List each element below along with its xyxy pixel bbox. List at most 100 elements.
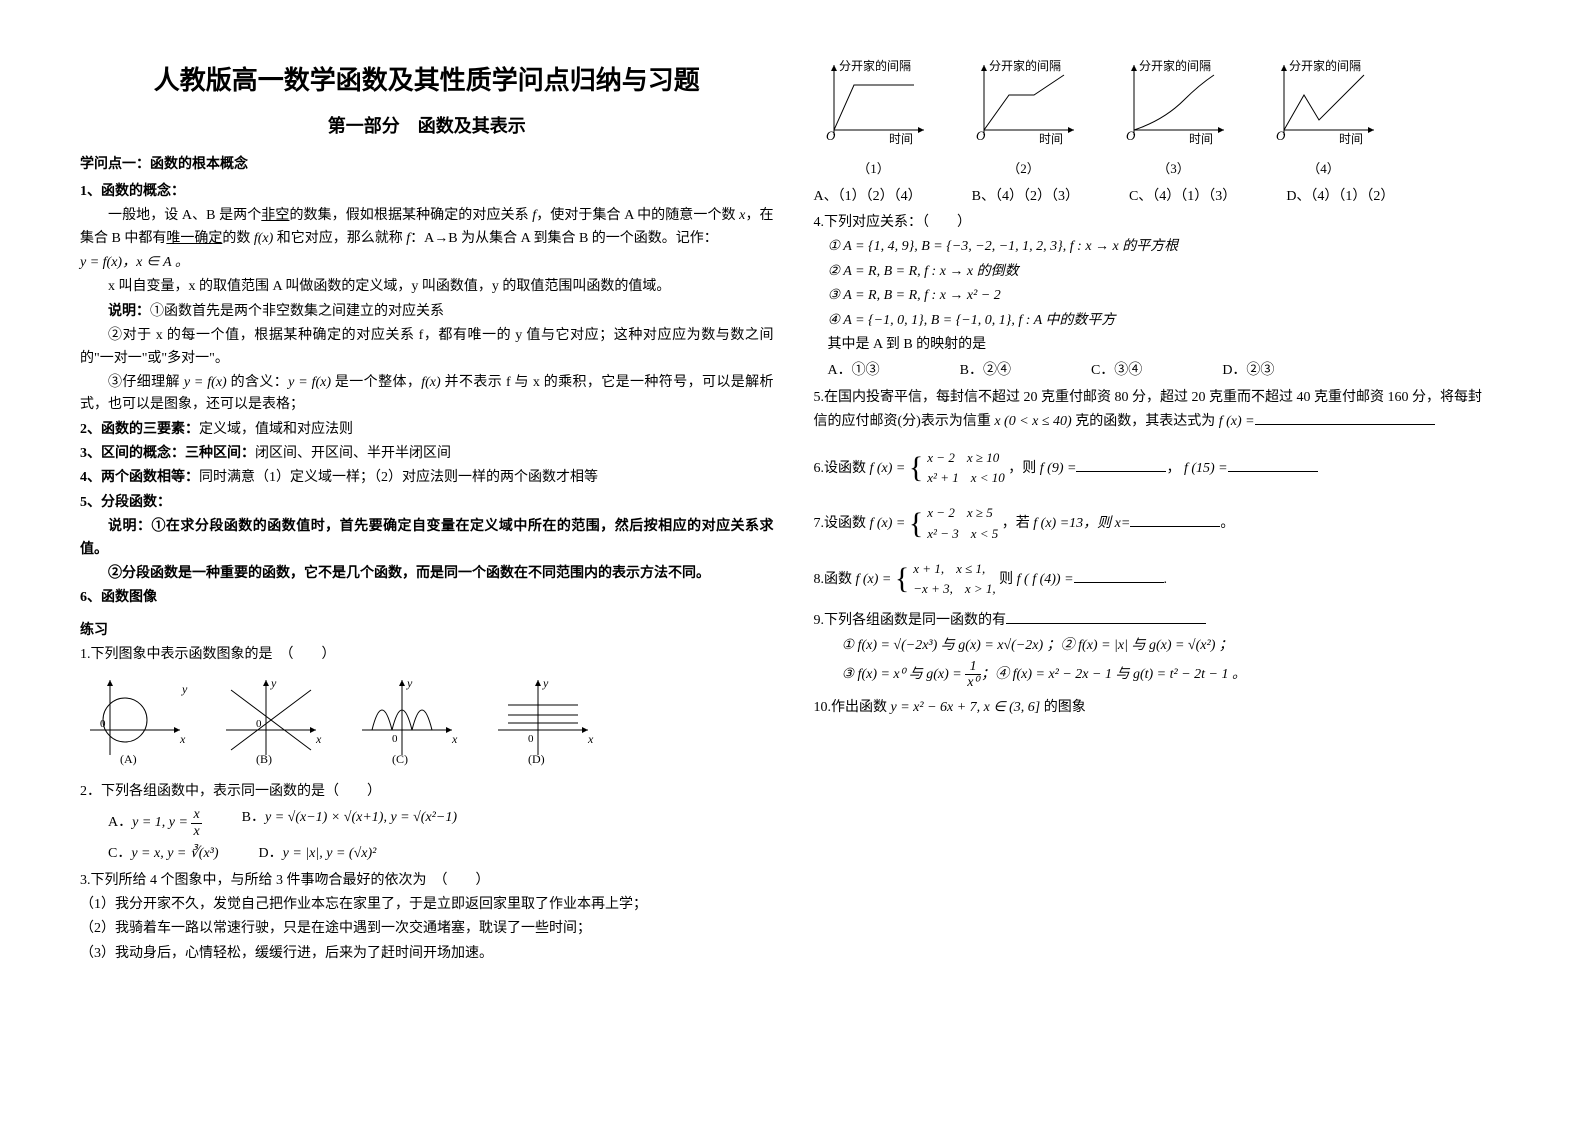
u: 唯一确定: [166, 231, 222, 246]
b: x < 10: [971, 468, 1005, 489]
t: 的数: [222, 231, 254, 246]
svg-text:O: O: [826, 128, 836, 143]
m: y = x² − 6x + 7, x ∈ (3, 6]: [891, 700, 1041, 715]
t: 9.下列各组函数是同一函数的有: [814, 613, 1007, 628]
s1-exp1: 说明：①函数首先是两个非空数集之间建立的对应关系: [80, 301, 774, 323]
t: 同时满意（1）定义域一样；（2）对应法则一样的两个函数才相等: [199, 470, 598, 485]
m: f (x) =: [1219, 414, 1255, 429]
q2: 2．下列各组函数中，表示同一函数的是（ ）: [80, 781, 774, 803]
s1-p2: x 叫自变量，x 的取值范围 A 叫做函数的定义域，y 叫函数值，y 的取值范围…: [80, 276, 774, 298]
s5: 5、分段函数：: [80, 492, 774, 514]
m: f (15) =: [1184, 461, 1228, 476]
s1-eq: y = f(x)，x ∈ A 。: [80, 252, 774, 274]
t: 8.函数: [814, 572, 856, 587]
xl: 时间: [1189, 132, 1213, 146]
svg-text:x: x: [179, 732, 186, 746]
b: x ≤ 1,: [956, 559, 985, 580]
xl: 时间: [1039, 132, 1063, 146]
s5-e2: ②分段函数是一种重要的函数，它不是几个函数，而是同一个函数在不同范围内的表示方法…: [80, 563, 774, 585]
a: x² − 3: [927, 524, 958, 545]
t: 信的应付邮资(分)表示为信重: [814, 414, 995, 429]
blank: [1130, 513, 1220, 527]
graph-c: x y 0 (C): [352, 675, 462, 773]
t: ，若: [1002, 516, 1034, 531]
t: y = |x|, y = (√x)²: [283, 846, 377, 861]
math-fx: f(x): [254, 231, 273, 246]
a: −x + 3,: [913, 579, 953, 600]
q10: 10.作出函数 y = x² − 6x + 7, x ∈ (3, 6] 的图象: [814, 697, 1508, 719]
t: y = x, y = ∛(x³): [131, 846, 218, 861]
t: 闭区间、开区间、半开半闭区间: [255, 446, 451, 461]
s1-exp2: ②对于 x 的每一个值，根据某种确定的对应关系 f，都有唯一的 y 值与它对应；…: [80, 325, 774, 370]
panel-2: O 时间 分开家的间隔 （2）: [964, 60, 1084, 180]
t: 则: [999, 572, 1017, 587]
svg-text:0: 0: [100, 718, 106, 730]
m: f(x): [421, 375, 440, 390]
lab: （2）: [964, 159, 1084, 180]
lab: (C): [392, 752, 408, 766]
panel-3: O 时间 分开家的间隔 （3）: [1114, 60, 1234, 180]
panel-4: O 时间 分开家的间隔 （4）: [1264, 60, 1384, 180]
h: 说明：: [108, 304, 150, 319]
blank: [1076, 458, 1166, 472]
t: ③仔细理解: [108, 375, 184, 390]
o: B．②④: [960, 360, 1011, 382]
t: 克的函数，其表达式为: [1072, 414, 1219, 429]
t: ①在求分段函数的函数值时，首先要确定自变量在定义域中所在的范围，然后按相应的对应…: [80, 519, 774, 556]
p: A．: [108, 815, 132, 830]
practice-head: 练习: [80, 620, 774, 642]
svg-text:O: O: [976, 128, 986, 143]
yl: 分开家的间隔: [989, 58, 1061, 73]
q4-4: ④ A = {−1, 0, 1}, B = {−1, 0, 1}, f : A …: [814, 310, 1508, 332]
q2a: A．y = 1, y = xx: [80, 807, 202, 839]
a: x − 2: [927, 448, 955, 469]
svg-text:x: x: [315, 732, 322, 746]
p: B．: [242, 810, 265, 825]
blank: [1255, 411, 1435, 425]
t: 其中是 A 到 B 的映射的是: [828, 337, 987, 352]
q5a: 5.在国内投寄平信，每封信不超过 20 克重付邮资 80 分，超过 20 克重而…: [814, 387, 1508, 409]
graph-d: x y 0 (D): [488, 675, 598, 773]
t: 是一个整体，: [331, 375, 421, 390]
lab: (A): [120, 752, 137, 766]
b: x ≥ 10: [967, 448, 999, 469]
t: 10.作出函数: [814, 700, 891, 715]
left-column: 人教版高一数学函数及其性质学问点归纳与习题 第一部分 函数及其表示 学问点一：函…: [80, 60, 774, 1062]
lab: （1）: [814, 159, 934, 180]
svg-text:y: y: [270, 676, 277, 690]
q8: 8.函数 f (x) = {x + 1,x ≤ 1,−x + 3,x > 1, …: [814, 559, 1508, 601]
o: A．①③: [828, 360, 880, 382]
o: C．③④: [1091, 360, 1142, 382]
t: 一般地，设 A、B 是两个: [108, 208, 261, 223]
t: ①函数首先是两个非空数集之间建立的对应关系: [150, 304, 444, 319]
oc: C、（4）（1）（3）: [1129, 186, 1236, 208]
p: C．: [108, 846, 131, 861]
a: x − 2: [927, 503, 955, 524]
q4-opts: A．①③ B．②④ C．③④ D．②③: [814, 360, 1508, 382]
lab: （4）: [1264, 159, 1384, 180]
svg-text:x: x: [587, 732, 594, 746]
svg-text:0: 0: [256, 718, 262, 730]
oa: A、（1）（2）（4）: [814, 186, 922, 208]
q3-1: （1）我分开家不久，发觉自己把作业本忘在家里了，于是立即返回家里取了作业本再上学…: [80, 894, 774, 916]
svg-text:x: x: [451, 732, 458, 746]
q1-graphs: y x 0 (A) x y 0 (B): [80, 675, 774, 773]
t: ，: [1166, 461, 1180, 476]
t: 的数集，假如根据某种确定的对应关系: [289, 208, 532, 223]
lab: (D): [528, 752, 545, 766]
m: y = f(x): [184, 375, 227, 390]
s1-head: 1、函数的概念：: [80, 181, 774, 203]
q2d: D．y = |x|, y = (√x)²: [259, 843, 377, 865]
svg-text:y: y: [542, 676, 549, 690]
q1: 1.下列图象中表示函数图象的是 （ ）: [80, 644, 774, 666]
s3: 3、区间的概念：三种区间：闭区间、开区间、半开半闭区间: [80, 443, 774, 465]
q3: 3.下列所给 4 个图象中，与所给 3 件事吻合最好的依次为 （ ）: [80, 870, 774, 892]
q2b: B．y = √(x−1) × √(x+1), y = √(x²−1): [242, 807, 457, 839]
xl: 时间: [889, 132, 913, 146]
lab: （3）: [1114, 159, 1234, 180]
t: 的含义：: [227, 375, 288, 390]
doc-title: 人教版高一数学函数及其性质学问点归纳与习题: [80, 60, 774, 102]
pw: {x + 1,x ≤ 1,−x + 3,x > 1,: [895, 559, 996, 601]
h: 3、区间的概念：三种区间：: [80, 446, 255, 461]
ob: B、（4）（2）（3）: [972, 186, 1079, 208]
